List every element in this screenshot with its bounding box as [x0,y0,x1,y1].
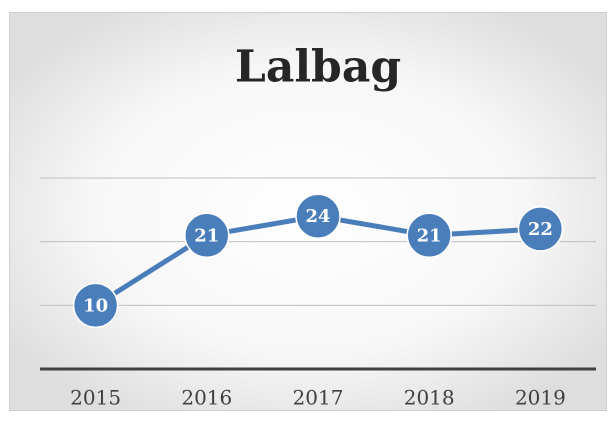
data-label: 24 [305,206,330,227]
marker [517,206,564,252]
marker [406,212,452,259]
chart-title: Lalbag [235,42,401,93]
data-label: 21 [417,225,442,246]
data-label: 21 [194,225,219,246]
marker [72,282,119,329]
x-tick-label: 2017 [293,386,344,410]
data-label: 10 [83,295,108,316]
x-tick-label: 2015 [70,386,121,410]
x-tick-label: 2018 [404,386,455,410]
marker [295,193,341,239]
data-label: 22 [528,219,553,240]
marker [184,212,230,259]
x-tick-label: 2016 [181,386,232,410]
x-tick-label: 2019 [515,386,566,410]
